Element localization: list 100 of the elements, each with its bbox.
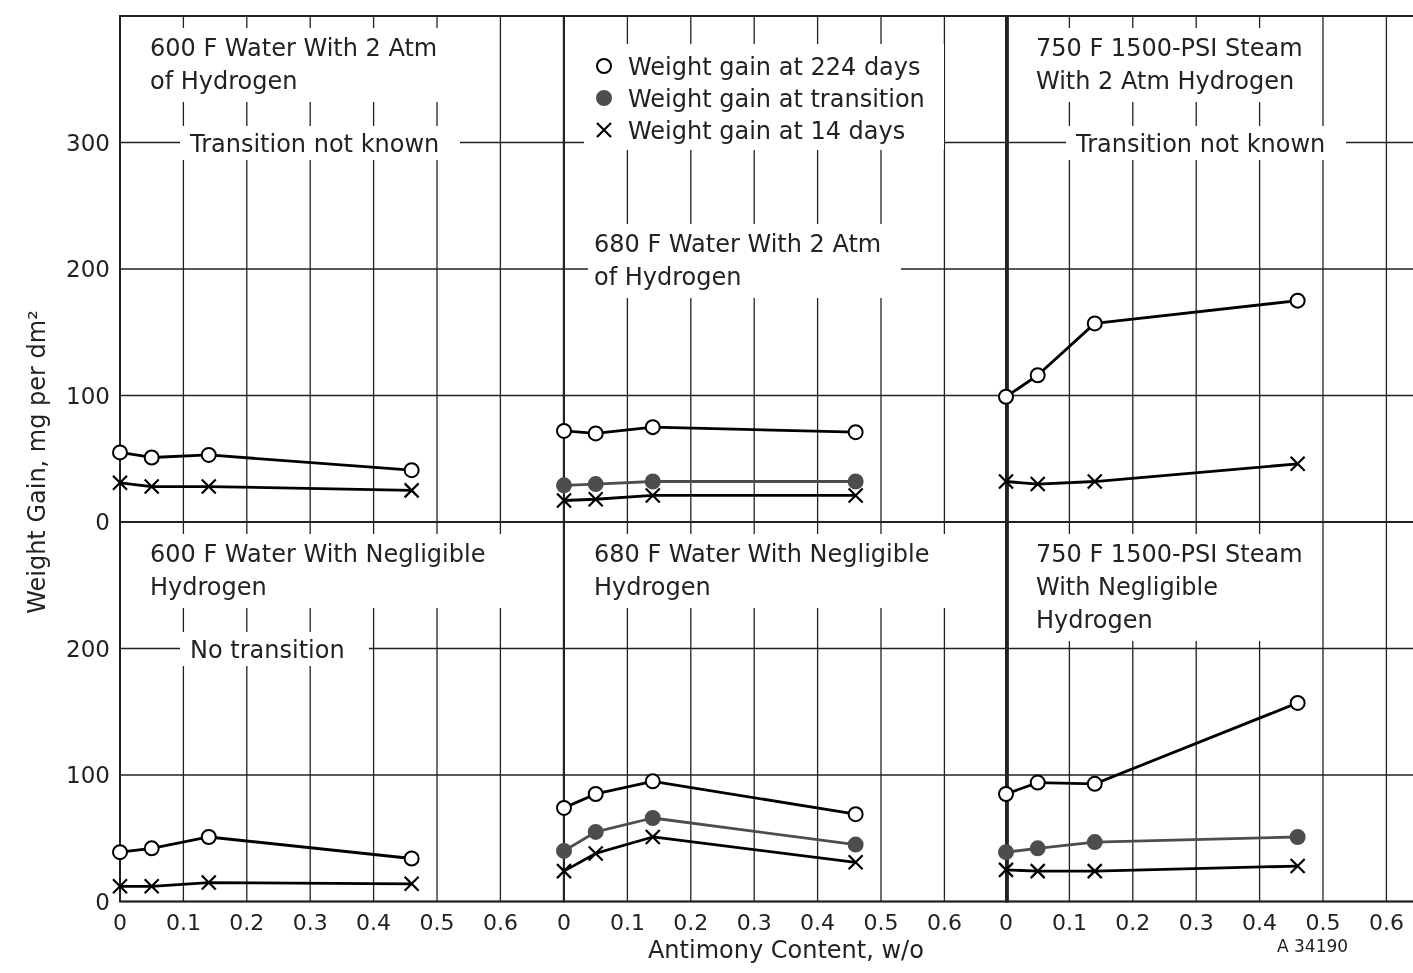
point (1086, 834, 1103, 851)
y-axis-title: Weight Gain, mg per dm² (23, 310, 51, 614)
legend-label: Weight gain at 224 days (628, 53, 921, 81)
point (200, 446, 217, 463)
annotation: Transition not known (189, 130, 440, 158)
point (587, 425, 604, 442)
y-tick-label: 200 (66, 635, 110, 662)
point (403, 850, 420, 867)
point (143, 478, 160, 495)
point (556, 799, 572, 816)
x-tick-label: 0.6 (926, 909, 962, 935)
point (112, 444, 128, 461)
text: 680 F Water With Negligible Hydrogen (594, 540, 930, 601)
point (1289, 292, 1306, 309)
point (998, 785, 1014, 802)
point (998, 844, 1014, 861)
point (143, 449, 160, 466)
point (847, 487, 864, 504)
point (587, 823, 604, 840)
x-tick-label: 0.4 (1242, 909, 1278, 935)
text: 750 F 1500-PSI Steam With 2 Atm Hydrogen (1036, 34, 1303, 95)
point (997, 861, 1015, 878)
point (143, 840, 160, 857)
point (847, 473, 864, 490)
point (587, 785, 604, 802)
x-axis-title: Antimony Content, w/o (647, 935, 924, 964)
point (644, 487, 661, 504)
x-tick-label: 0.3 (1178, 909, 1214, 935)
text: 750 F 1500-PSI Steam With Negligible Hydrogen (1036, 540, 1303, 634)
point (111, 878, 129, 895)
point (1289, 857, 1306, 875)
x-tick-label: 0.5 (1305, 909, 1341, 935)
x-tick-label: 0.5 (419, 909, 455, 935)
point (555, 863, 573, 880)
x-tick-label: 0.6 (1368, 909, 1404, 935)
point (644, 419, 661, 436)
point (143, 878, 160, 895)
x-tick-label: 0.3 (736, 909, 772, 935)
point (1029, 840, 1046, 857)
x-tick-label: 0.5 (863, 909, 899, 935)
text: 600 F Water With 2 Atm of Hydrogen (150, 34, 438, 95)
point (1086, 315, 1103, 332)
y-tick-label: 100 (66, 382, 110, 409)
point (1029, 774, 1046, 791)
point (847, 836, 864, 853)
point (587, 476, 604, 493)
x-tick-label: 0.2 (229, 909, 265, 935)
point (587, 491, 604, 508)
point (847, 806, 864, 823)
x-tick-label: 0 (557, 909, 571, 935)
x-tick-label: 0.2 (1115, 909, 1151, 935)
x-tick-label: 0 (113, 909, 127, 935)
point (556, 477, 572, 494)
point (1086, 863, 1103, 880)
point (403, 875, 420, 892)
point (644, 810, 661, 827)
point (1289, 828, 1306, 845)
point (555, 492, 573, 509)
point (403, 482, 420, 499)
point (644, 828, 661, 846)
point (1289, 694, 1306, 711)
point (847, 854, 864, 871)
point (998, 388, 1014, 405)
y-tick-label: 200 (66, 256, 110, 282)
point (1289, 455, 1306, 472)
point (587, 845, 604, 862)
x-tick-label: 0.4 (800, 909, 836, 935)
point (997, 473, 1015, 490)
point (556, 842, 572, 859)
point (1029, 367, 1046, 384)
point (556, 422, 572, 439)
point (111, 474, 129, 491)
x-tick-label: 0.3 (292, 909, 328, 935)
point (403, 462, 420, 479)
x-tick-label: 0.1 (165, 909, 201, 935)
point (112, 844, 128, 861)
legend-label: Weight gain at transition (628, 85, 925, 113)
y-tick-label: 100 (66, 762, 110, 788)
point (1086, 473, 1103, 490)
y-tick-label: 300 (66, 129, 110, 156)
point (644, 773, 661, 790)
annotation: Transition not known (1075, 130, 1326, 158)
point (1029, 863, 1046, 880)
point (200, 828, 217, 845)
point (200, 478, 217, 495)
legend-label: Weight gain at 14 days (628, 117, 906, 145)
x-tick-label: 0.4 (356, 909, 392, 935)
point (644, 473, 661, 490)
text: 600 F Water With Negligible Hydrogen (150, 540, 486, 601)
x-tick-label: 0.1 (1051, 909, 1087, 935)
x-tick-label: 0.2 (673, 909, 709, 935)
point (1086, 775, 1103, 792)
text: 680 F Water With 2 Atm of Hydrogen (594, 230, 882, 291)
y-tick-label: 0 (95, 888, 110, 915)
point (200, 874, 217, 891)
x-tick-label: 0.6 (482, 909, 518, 935)
y-tick-label: 0 (95, 509, 110, 535)
annotation: No transition (190, 636, 345, 664)
text: A 34190 (1276, 935, 1349, 956)
point (1029, 475, 1046, 493)
